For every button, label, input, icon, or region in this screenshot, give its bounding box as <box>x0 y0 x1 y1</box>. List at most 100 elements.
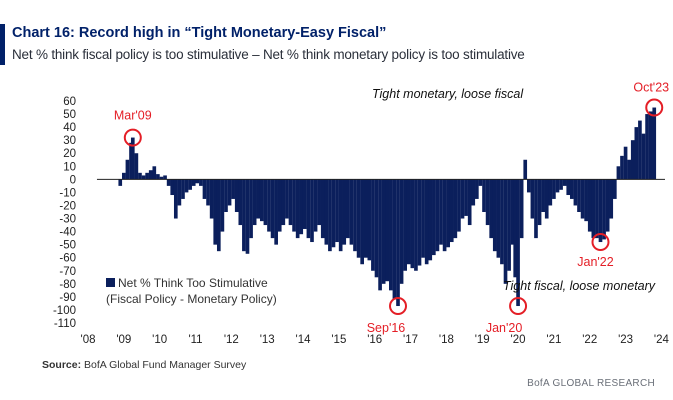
bar <box>313 179 318 232</box>
y-tick-label: 40 <box>63 122 76 134</box>
bar <box>138 172 142 180</box>
bar <box>353 179 357 252</box>
y-tick-label: -110 <box>54 318 76 330</box>
bar <box>130 137 135 180</box>
bar <box>537 179 542 226</box>
legend: Net % Think Too Stimulative (Fiscal Poli… <box>106 276 277 306</box>
bar <box>360 179 364 265</box>
bar <box>292 179 296 232</box>
bar <box>530 179 535 219</box>
bar <box>503 179 508 284</box>
annotation-label: Sep'16 <box>367 321 406 335</box>
x-tick-label: '08 <box>81 334 96 346</box>
bar <box>648 111 653 180</box>
bar <box>562 179 567 186</box>
bar <box>638 120 642 180</box>
bar <box>485 179 490 226</box>
x-tick-label: '23 <box>618 334 633 346</box>
y-tick-label: 30 <box>63 135 76 147</box>
bar <box>177 179 182 206</box>
y-tick-label: -10 <box>59 187 76 199</box>
bar <box>587 179 592 232</box>
y-tick-label: -50 <box>59 240 76 252</box>
y-tick-label: 50 <box>63 109 76 121</box>
annotation-label: Mar'09 <box>114 109 152 123</box>
bar <box>548 179 553 206</box>
bar <box>302 179 307 229</box>
bar <box>584 179 588 222</box>
bar <box>184 179 189 193</box>
bar <box>559 179 563 190</box>
x-tick-label: '11 <box>188 334 202 346</box>
bar <box>630 140 635 180</box>
y-tick-label: 0 <box>70 174 76 186</box>
bar <box>609 179 614 219</box>
bar <box>467 179 472 226</box>
title-accent-bar <box>0 24 5 65</box>
bar <box>320 179 325 239</box>
bar <box>134 153 139 180</box>
bar <box>335 179 339 243</box>
annotation-label: Oct'23 <box>633 81 669 95</box>
y-tick-label: -30 <box>59 214 76 226</box>
bar <box>598 179 603 243</box>
bar <box>270 179 275 239</box>
bar <box>338 179 343 252</box>
bar <box>627 159 631 180</box>
bar <box>188 179 192 190</box>
bar <box>591 179 596 239</box>
bar <box>534 179 538 239</box>
brand-footer: BofA GLOBAL RESEARCH <box>527 378 655 389</box>
bar <box>573 179 578 206</box>
x-tick-label: '12 <box>224 334 239 346</box>
bar <box>385 179 390 282</box>
bar <box>526 179 531 193</box>
y-tick-label: 20 <box>63 148 76 160</box>
bar <box>170 179 175 196</box>
bar <box>378 179 382 291</box>
bar <box>252 179 257 226</box>
bar <box>399 179 404 284</box>
bar <box>620 155 624 180</box>
region-label-tight-fiscal: Tight fiscal, loose monetary <box>503 279 656 293</box>
annotation-circle <box>123 128 142 147</box>
annotation-label: Jan'20 <box>486 321 522 335</box>
source-note: Source: BofA Global Fund Manager Survey <box>42 359 246 371</box>
bar <box>331 179 336 248</box>
bar <box>507 179 511 271</box>
bar <box>381 179 386 284</box>
bar <box>566 179 571 196</box>
bar <box>356 179 361 258</box>
bar <box>453 179 458 239</box>
bar <box>389 179 393 291</box>
bar <box>417 179 422 266</box>
x-axis: '08 '09 '10 '11 '12 '13 '14 '15 '16 '17 '18 '19 '20 '… <box>81 334 670 346</box>
annotation-label: Jan'22 <box>577 255 613 269</box>
y-tick-label: -100 <box>53 305 76 317</box>
bar <box>645 114 649 180</box>
bar <box>475 179 479 199</box>
legend-sublabel: (Fiscal Policy - Monetary Policy) <box>106 292 277 306</box>
bar <box>410 179 415 269</box>
bar <box>363 179 368 258</box>
bar <box>122 172 126 180</box>
bar <box>414 179 418 271</box>
bar <box>516 179 520 307</box>
bar <box>403 179 407 271</box>
bar <box>152 166 157 180</box>
bar <box>299 179 304 235</box>
bar <box>544 179 549 219</box>
bar <box>328 179 332 252</box>
bar <box>125 159 130 180</box>
x-tick-label: '17 <box>403 334 418 346</box>
bar <box>577 179 581 212</box>
bar <box>148 170 153 180</box>
bar <box>439 179 443 245</box>
bar <box>206 179 210 206</box>
bar <box>478 179 483 186</box>
source-label: Source: <box>42 359 82 371</box>
y-tick-label: -60 <box>59 253 76 265</box>
bar <box>349 179 354 245</box>
bar <box>392 179 397 300</box>
